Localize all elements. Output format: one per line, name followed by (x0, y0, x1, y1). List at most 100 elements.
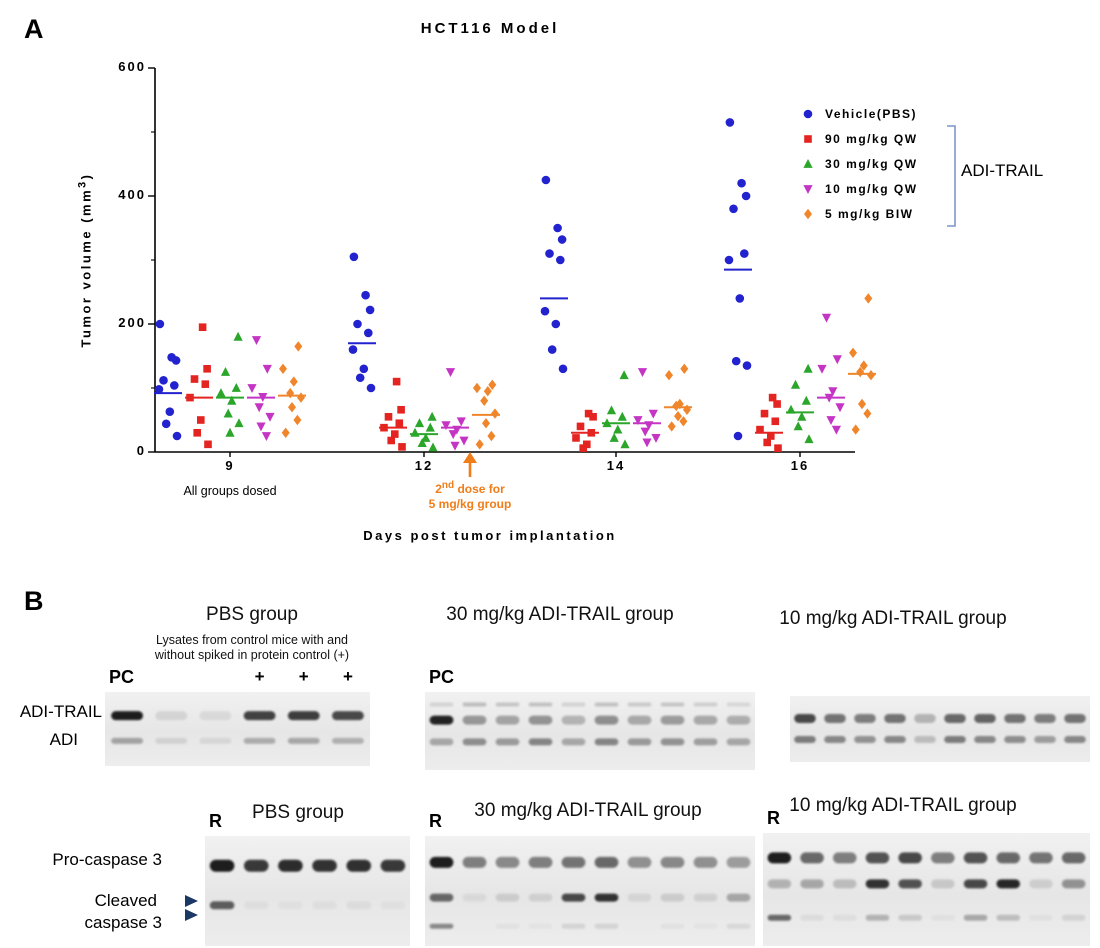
protein-band (726, 715, 751, 725)
legend-bracket (947, 125, 956, 227)
data-point-circle (355, 373, 365, 383)
western-blot-image (763, 833, 1090, 946)
protein-band (528, 702, 553, 707)
y-tick-label: 200 (118, 315, 146, 330)
protein-band (660, 893, 685, 902)
data-point-square (197, 416, 205, 424)
data-point-circle (155, 319, 165, 329)
data-point-square (583, 440, 591, 449)
data-point-triangle-up (427, 411, 437, 421)
protein-band (1061, 914, 1086, 921)
protein-band (1004, 736, 1026, 744)
lane-label-r: R (767, 808, 780, 828)
protein-band (726, 893, 751, 902)
data-point-diamond (281, 427, 290, 438)
protein-band (111, 737, 143, 744)
data-point-triangle-down (821, 313, 832, 323)
band-label-cleaved-caspase-3: caspase 3 (84, 913, 163, 932)
data-point-square (584, 409, 593, 418)
lane-label-pc: PC (109, 667, 135, 687)
data-point-circle (729, 204, 738, 214)
lane-label-pc: PC (429, 667, 455, 687)
data-point-triangle-down (832, 355, 842, 365)
protein-band (287, 711, 320, 721)
data-point-triangle-up (220, 367, 231, 376)
protein-band (287, 737, 320, 744)
annotation-all-groups-dosed: All groups dosed (183, 484, 277, 498)
protein-band (312, 901, 337, 910)
data-point-square (763, 438, 771, 447)
protein-band (693, 893, 718, 902)
data-point-triangle-down (448, 430, 458, 440)
data-point-square (397, 405, 405, 414)
protein-band (495, 856, 520, 868)
protein-band (627, 893, 652, 902)
protein-band (429, 702, 454, 707)
data-point-triangle-down (817, 364, 827, 374)
protein-band (429, 923, 454, 929)
data-point-circle (540, 306, 550, 316)
protein-band (1029, 914, 1053, 921)
data-point-triangle-down (459, 436, 469, 446)
blot-subtitle: Lysates from control mice with and (156, 633, 348, 647)
data-point-triangle-down (441, 421, 451, 431)
data-point-circle (725, 118, 735, 127)
lane-label-r: R (209, 811, 222, 831)
data-point-diamond (683, 404, 691, 415)
protein-band (1064, 713, 1086, 723)
second-dose-arrow-icon (463, 452, 477, 463)
protein-band (693, 856, 718, 868)
data-point-triangle-down (265, 412, 275, 422)
protein-band (429, 893, 454, 902)
data-point-circle (551, 319, 561, 329)
protein-band (528, 738, 553, 746)
protein-band (561, 893, 586, 902)
protein-band (561, 702, 586, 707)
data-point-diamond (487, 430, 496, 442)
legend-label: 10 mg/kg QW (825, 181, 918, 196)
protein-band (794, 736, 816, 744)
western-blot-bands (794, 713, 1086, 744)
data-point-triangle-up (414, 418, 425, 428)
protein-band (1029, 879, 1053, 889)
protein-band (528, 893, 553, 902)
data-point-diamond (863, 408, 872, 419)
protein-band (111, 711, 143, 721)
data-point-triangle-down (445, 368, 456, 377)
data-point-diamond (488, 379, 497, 390)
data-point-diamond (293, 414, 302, 426)
protein-band (800, 914, 824, 921)
protein-band (199, 711, 232, 721)
data-point-square (395, 419, 404, 427)
data-point-diamond (483, 386, 492, 397)
protein-band (1034, 736, 1056, 744)
data-point-circle (353, 319, 362, 329)
protein-band (996, 914, 1021, 921)
protein-band (278, 859, 303, 872)
western-blot-bands (429, 702, 751, 746)
chart-legend: Vehicle(PBS) 90 mg/kg QW 30 mg/kg QW 10 mg/… (800, 101, 918, 226)
spiked-control-plus-label: + (254, 667, 265, 686)
data-point-circle (557, 235, 567, 244)
data-point-square (392, 377, 401, 386)
protein-band (884, 713, 906, 723)
western-blot-bands (209, 859, 406, 910)
data-point-diamond (859, 360, 868, 371)
data-point-diamond (665, 370, 673, 381)
legend-label: 90 mg/kg QW (825, 131, 918, 146)
data-point-triangle-up (425, 422, 435, 432)
protein-band (974, 736, 996, 744)
protein-band (495, 702, 520, 707)
protein-band (914, 736, 936, 744)
band-label-cleaved: Cleaved (94, 891, 157, 910)
protein-band (1064, 736, 1086, 744)
protein-band (767, 914, 792, 921)
legend-item: 10 mg/kg QW (800, 176, 918, 201)
protein-band (726, 738, 751, 746)
protein-band (462, 893, 487, 902)
data-point-circle (359, 364, 369, 374)
data-point-triangle-up (225, 427, 235, 437)
y-tick-label: 400 (118, 187, 146, 202)
protein-band (243, 859, 269, 872)
western-blot-image (425, 692, 755, 770)
